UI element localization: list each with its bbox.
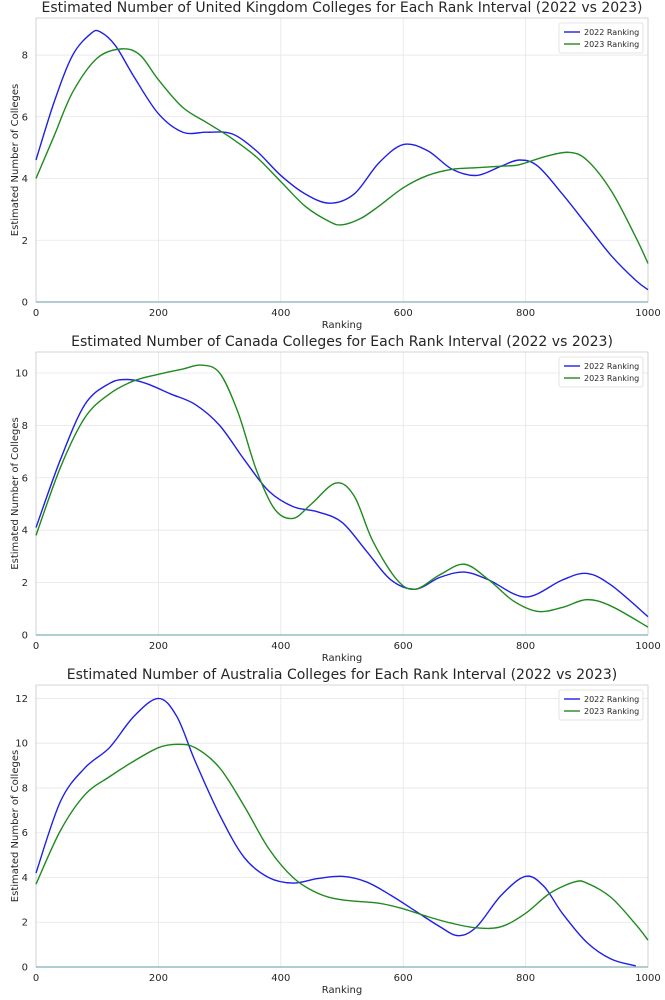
y-axis-label: Estimated Number of Colleges (10, 84, 21, 236)
series-line-2022 (35, 697, 636, 967)
x-tick-label: 200 (149, 973, 168, 984)
y-tick-label: 4 (22, 873, 28, 884)
y-tick-label: 6 (22, 828, 28, 839)
series-line-2023 (35, 364, 649, 628)
chart-title: Estimated Number of Canada Colleges for … (71, 334, 613, 350)
x-tick-label: 0 (33, 308, 39, 319)
legend-box (558, 356, 644, 388)
y-tick-label: 4 (22, 174, 28, 185)
x-tick-label: 800 (516, 308, 535, 319)
legend-box (558, 689, 644, 721)
chart-panel-2: 0 200 400 600 800 1000 0 2 4 6 8 10 Estimated Number… (10, 334, 661, 664)
chart-panel-1: 0 200 400 600 800 1000 0 2 4 6 8 Estimated Number o… (10, 0, 661, 331)
x-tick-label: 1000 (635, 641, 660, 652)
y-tick-label: 10 (15, 368, 28, 379)
legend-label: 2022 Ranking (584, 362, 639, 371)
legend: 2022 Ranking 2023 Ranking (558, 22, 644, 54)
x-tick-label: 400 (271, 308, 290, 319)
legend-box (558, 22, 644, 54)
x-tick-label: 600 (394, 973, 413, 984)
y-tick-label: 2 (22, 918, 28, 929)
x-tick-label: 800 (516, 641, 535, 652)
legend-label: 2022 Ranking (584, 695, 639, 704)
x-tick-label: 1000 (635, 308, 660, 319)
x-tick-label: 600 (394, 308, 413, 319)
y-tick-label: 12 (15, 694, 28, 705)
x-tick-label: 600 (394, 641, 413, 652)
x-axis-label: Ranking (322, 653, 362, 664)
legend: 2022 Ranking 2023 Ranking (558, 689, 644, 721)
x-tick-label: 400 (271, 641, 290, 652)
chart-title: Estimated Number of United Kingdom Colle… (42, 0, 643, 16)
x-tick-label: 0 (33, 973, 39, 984)
series-line-2022 (35, 378, 649, 618)
x-tick-label: 0 (33, 641, 39, 652)
y-axis-label: Estimated Number of Colleges (10, 750, 21, 902)
series-line-2023 (35, 743, 649, 941)
y-tick-label: 6 (22, 473, 28, 484)
y-tick-label: 8 (22, 783, 28, 794)
x-tick-label: 1000 (635, 973, 660, 984)
series-line-2022 (35, 29, 649, 291)
series-line-2023 (35, 48, 649, 264)
y-tick-label: 8 (22, 421, 28, 432)
x-tick-label: 200 (149, 641, 168, 652)
y-tick-label: 8 (22, 51, 28, 62)
x-tick-label: 800 (516, 973, 535, 984)
legend-label: 2022 Ranking (584, 28, 639, 37)
y-tick-label: 2 (22, 578, 28, 589)
chart-panel-3: 0 200 400 600 800 1000 0 2 4 6 8 10 12 Estimated Numb… (10, 667, 661, 996)
x-axis-label: Ranking (322, 320, 362, 331)
legend-label: 2023 Ranking (584, 707, 639, 716)
legend: 2022 Ranking 2023 Ranking (558, 356, 644, 388)
x-tick-label: 200 (149, 308, 168, 319)
y-axis-label: Estimated Number of Colleges (10, 417, 21, 569)
y-tick-label: 2 (22, 236, 28, 247)
y-tick-label: 0 (22, 298, 28, 309)
x-axis-label: Ranking (322, 985, 362, 996)
chart-title: Estimated Number of Australia Colleges f… (67, 667, 617, 683)
y-tick-label: 6 (22, 112, 28, 123)
legend-label: 2023 Ranking (584, 40, 639, 49)
y-tick-label: 0 (22, 963, 28, 974)
x-tick-label: 400 (271, 973, 290, 984)
y-tick-label: 4 (22, 526, 28, 537)
legend-label: 2023 Ranking (584, 374, 639, 383)
y-tick-label: 0 (22, 631, 28, 642)
y-tick-label: 10 (15, 739, 28, 750)
